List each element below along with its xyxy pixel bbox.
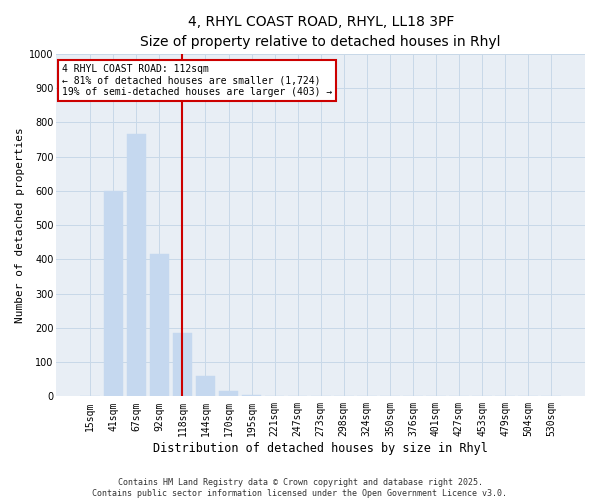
Text: Contains HM Land Registry data © Crown copyright and database right 2025.
Contai: Contains HM Land Registry data © Crown c…: [92, 478, 508, 498]
Bar: [196, 376, 215, 396]
Title: 4, RHYL COAST ROAD, RHYL, LL18 3PF
Size of property relative to detached houses : 4, RHYL COAST ROAD, RHYL, LL18 3PF Size …: [140, 15, 501, 48]
Bar: [104, 191, 123, 396]
X-axis label: Distribution of detached houses by size in Rhyl: Distribution of detached houses by size …: [153, 442, 488, 455]
Y-axis label: Number of detached properties: Number of detached properties: [15, 127, 25, 323]
Bar: [219, 391, 238, 396]
Bar: [127, 134, 146, 396]
Text: 4 RHYL COAST ROAD: 112sqm
← 81% of detached houses are smaller (1,724)
19% of se: 4 RHYL COAST ROAD: 112sqm ← 81% of detac…: [62, 64, 332, 98]
Bar: [173, 333, 192, 396]
Bar: [149, 254, 169, 396]
Bar: [242, 394, 262, 396]
